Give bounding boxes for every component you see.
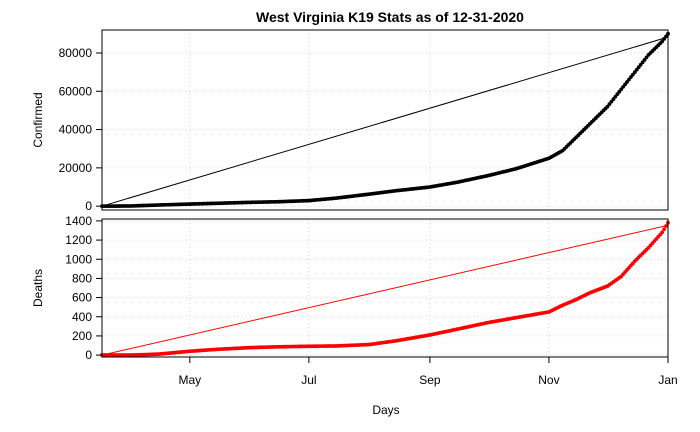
deaths-y-tick-label: 800 — [72, 271, 92, 285]
deaths-y-tick-label: 1000 — [65, 252, 92, 266]
confirmed-y-tick-label: 0 — [85, 199, 92, 213]
deaths-y-tick-label: 200 — [72, 329, 92, 343]
confirmed-trend-line — [101, 37, 667, 207]
deaths-data-point — [662, 227, 666, 232]
deaths-grid-y — [102, 220, 668, 356]
deaths-y-tick-label: 600 — [72, 291, 92, 305]
deaths-y-label: Deaths — [31, 269, 45, 307]
x-tick-label: May — [178, 373, 201, 387]
deaths-data-point — [660, 230, 665, 235]
x-tick-label: Nov — [538, 373, 559, 387]
x-tick-label: Sep — [419, 373, 441, 387]
deaths-y-tick-label: 1200 — [65, 233, 92, 247]
deaths-y-ticks: 0 200 400 600 800 1000 1200 1400 — [65, 214, 102, 362]
confirmed-y-tick-label: 60000 — [59, 84, 93, 98]
confirmed-series — [100, 31, 670, 209]
deaths-trend-line — [101, 225, 667, 356]
confirmed-plot-frame — [101, 29, 669, 211]
confirmed-grid-x — [189, 30, 669, 210]
x-tick-label: Jan — [658, 373, 677, 387]
x-axis: May Jul Sep Nov Jan — [178, 357, 678, 387]
deaths-y-tick-label: 400 — [72, 310, 92, 324]
x-tick-label: Jul — [301, 373, 316, 387]
x-axis-label: Days — [372, 403, 399, 417]
confirmed-y-tick-label: 40000 — [59, 123, 93, 137]
confirmed-y-tick-label: 80000 — [59, 46, 93, 60]
confirmed-y-ticks: 0 20000 40000 60000 80000 — [59, 46, 102, 213]
deaths-plot-frame — [101, 218, 669, 358]
confirmed-y-label: Confirmed — [31, 92, 45, 147]
deaths-y-tick-label: 1400 — [65, 214, 92, 228]
confirmed-y-tick-label: 20000 — [59, 161, 93, 175]
deaths-series — [100, 220, 670, 357]
deaths-panel: 0 200 400 600 800 1000 1200 1400 Deaths — [31, 214, 670, 362]
chart-title: West Virginia K19 Stats as of 12-31-2020 — [256, 9, 524, 25]
confirmed-panel: 0 20000 40000 60000 80000 Confirmed — [31, 29, 670, 213]
deaths-y-tick-label: 0 — [85, 348, 92, 362]
